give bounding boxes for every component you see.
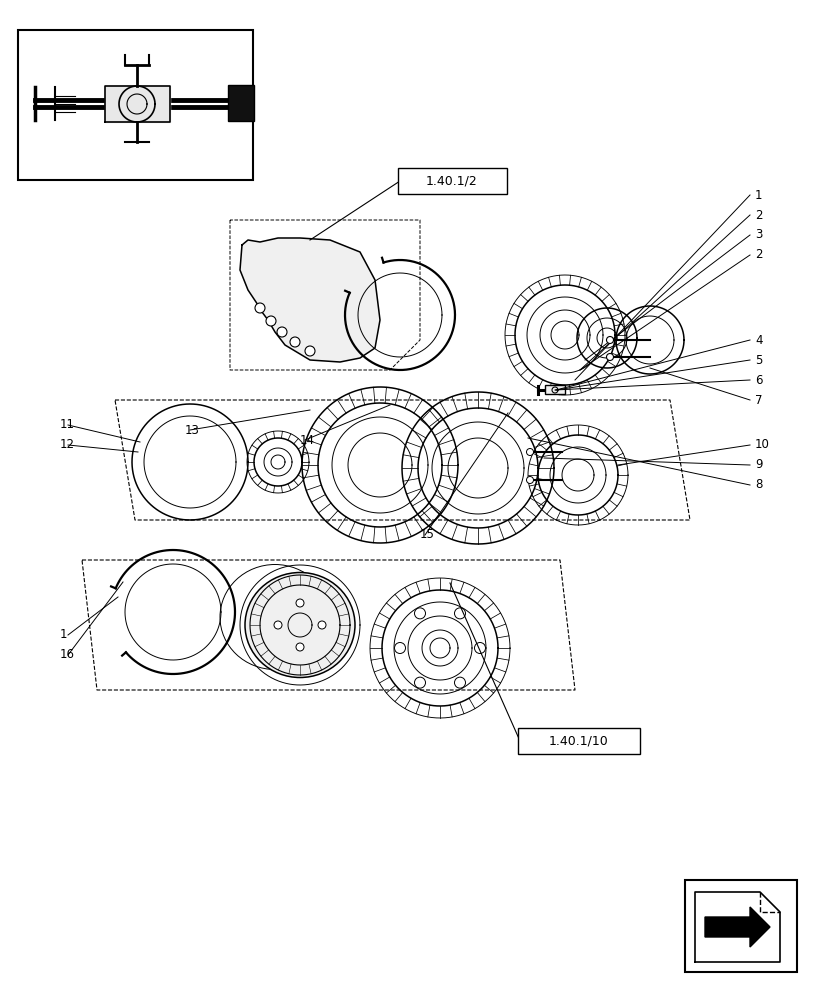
Circle shape: [474, 642, 485, 654]
Circle shape: [304, 346, 314, 356]
Circle shape: [289, 337, 299, 347]
Polygon shape: [704, 907, 769, 947]
Text: 4: 4: [754, 334, 762, 347]
Circle shape: [605, 336, 613, 344]
Circle shape: [605, 354, 613, 360]
Circle shape: [526, 477, 533, 484]
Text: 15: 15: [419, 528, 434, 542]
Circle shape: [295, 643, 304, 651]
Circle shape: [454, 677, 465, 688]
Circle shape: [414, 608, 425, 619]
Text: 5: 5: [754, 354, 762, 366]
Polygon shape: [694, 892, 779, 962]
Text: 2: 2: [754, 248, 762, 261]
Text: 1: 1: [754, 189, 762, 202]
Text: 12: 12: [60, 438, 75, 452]
Text: 8: 8: [754, 479, 762, 491]
Text: 11: 11: [60, 418, 75, 432]
Circle shape: [318, 621, 326, 629]
Circle shape: [274, 621, 282, 629]
FancyBboxPatch shape: [518, 728, 639, 754]
Circle shape: [295, 599, 304, 607]
Text: 7: 7: [754, 393, 762, 406]
Text: 1.40.1/10: 1.40.1/10: [548, 734, 608, 747]
Circle shape: [394, 642, 405, 654]
Polygon shape: [240, 238, 380, 362]
Circle shape: [265, 316, 275, 326]
FancyBboxPatch shape: [227, 85, 254, 121]
Ellipse shape: [245, 572, 355, 678]
Polygon shape: [105, 86, 170, 122]
Text: 3: 3: [754, 229, 762, 241]
FancyBboxPatch shape: [544, 385, 564, 394]
Text: 2: 2: [754, 209, 762, 222]
Circle shape: [414, 677, 425, 688]
Text: 10: 10: [754, 438, 769, 452]
Circle shape: [255, 303, 265, 313]
FancyBboxPatch shape: [684, 880, 796, 972]
FancyBboxPatch shape: [398, 168, 506, 194]
Text: 16: 16: [60, 648, 75, 662]
Circle shape: [277, 327, 287, 337]
Text: 9: 9: [754, 458, 762, 472]
Text: 14: 14: [299, 434, 314, 446]
Text: 13: 13: [184, 424, 199, 436]
Text: 1.40.1/2: 1.40.1/2: [426, 175, 477, 188]
Text: 1: 1: [60, 628, 68, 642]
Circle shape: [454, 608, 465, 619]
Text: 6: 6: [754, 373, 762, 386]
Circle shape: [526, 448, 533, 456]
FancyBboxPatch shape: [18, 30, 253, 180]
